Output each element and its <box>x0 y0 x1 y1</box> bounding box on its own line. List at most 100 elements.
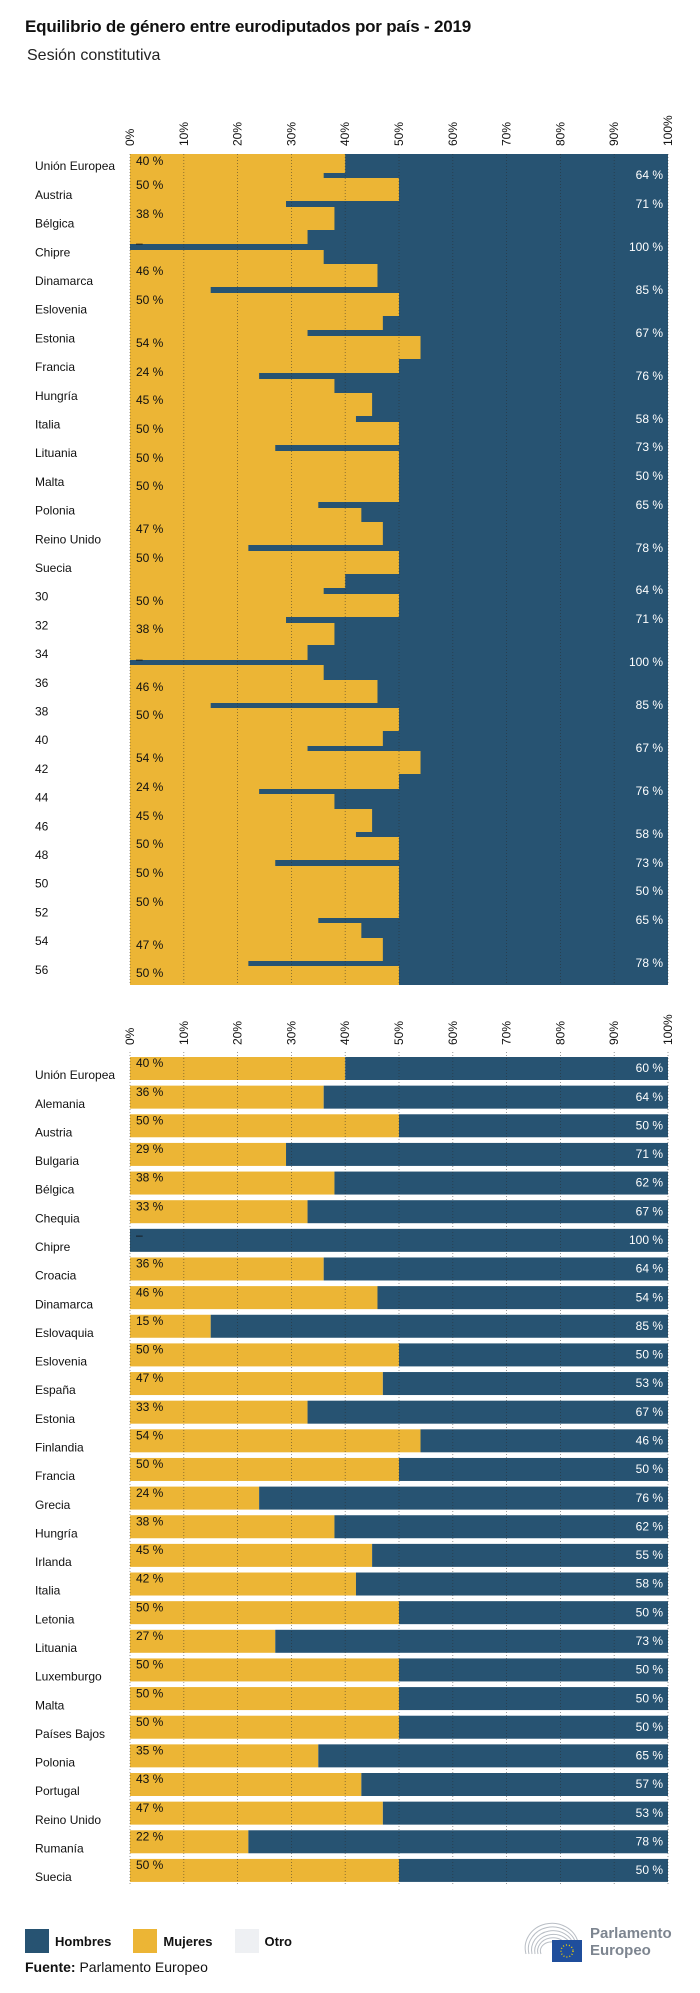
women-bar-segment <box>130 502 319 508</box>
men-bar <box>399 1687 668 1711</box>
women-bar <box>130 1429 421 1453</box>
men-value-label: 62 % <box>636 1519 664 1533</box>
men-bar <box>399 1114 668 1138</box>
women-bar-segment <box>130 731 383 746</box>
category-label: Suecia <box>35 561 72 575</box>
category-label: Italia <box>35 1584 61 1598</box>
women-bar-segment <box>130 918 319 923</box>
women-bar-segment <box>130 789 260 794</box>
legend-swatch-otro <box>234 1929 259 1953</box>
men-bar <box>355 1572 668 1596</box>
men-value-label: 71 % <box>636 612 664 626</box>
women-bar <box>130 1171 335 1195</box>
women-bar-segment <box>130 551 399 574</box>
men-value-label: 71 % <box>636 1147 664 1161</box>
women-bar-segment <box>130 774 399 789</box>
women-bar-segment <box>130 809 373 832</box>
women-value-label: 50 % <box>136 1457 164 1471</box>
men-value-label: 78 % <box>636 1834 664 1848</box>
women-value-label: – <box>136 236 143 250</box>
women-value-label: 45 % <box>136 809 164 823</box>
women-value-label: 54 % <box>136 1428 164 1442</box>
category-label: Malta <box>35 1698 65 1712</box>
women-bar <box>130 1773 362 1796</box>
hemicycle-eu-flag-icon <box>524 1922 582 1962</box>
axis-tick-label: 30% <box>284 122 298 146</box>
women-value-label: 50 % <box>136 895 164 909</box>
men-value-label: 85 % <box>636 283 664 297</box>
category-label: Bélgica <box>35 1183 75 1197</box>
men-value-label: 50 % <box>636 1691 664 1705</box>
women-bar-segment <box>130 316 383 330</box>
women-value-label: – <box>136 652 143 666</box>
women-value-label: 54 % <box>136 336 164 350</box>
women-bar-segment <box>130 832 356 837</box>
men-bar <box>399 1457 668 1481</box>
women-bar <box>130 1085 324 1109</box>
category-label: 38 <box>35 704 49 718</box>
women-bar <box>130 1687 399 1711</box>
category-label: 48 <box>35 848 49 862</box>
category-label: Estonia <box>35 331 75 345</box>
men-bar <box>399 1658 668 1682</box>
category-label: Eslovaquia <box>35 1326 94 1340</box>
category-label: Bulgaria <box>35 1154 79 1168</box>
category-label: Austria <box>35 1125 73 1139</box>
men-value-label: 85 % <box>636 698 664 712</box>
women-value-label: 50 % <box>136 1343 164 1357</box>
women-value-label: 50 % <box>136 866 164 880</box>
women-value-label: 29 % <box>136 1142 164 1156</box>
women-value-label: 35 % <box>136 1744 164 1758</box>
category-label: 56 <box>35 963 49 977</box>
women-bar-segment <box>130 336 421 359</box>
women-bar <box>130 1515 335 1539</box>
logo-text: Parlamento Europeo <box>590 1925 672 1959</box>
category-label: Malta <box>35 475 65 489</box>
legend: Hombres Mujeres Otro <box>25 1929 314 1953</box>
category-label: Lituania <box>35 446 77 460</box>
women-bar-segment <box>130 379 335 393</box>
men-bar <box>318 1744 668 1768</box>
women-value-label: 47 % <box>136 938 164 952</box>
source-text: Parlamento Europeo <box>79 1959 208 1975</box>
women-bar <box>130 1257 324 1281</box>
women-value-label: 46 % <box>136 680 164 694</box>
category-label: Unión Europea <box>35 1068 115 1082</box>
men-bar <box>334 1515 668 1539</box>
men-value-label: 65 % <box>636 913 664 927</box>
women-bar-segment <box>130 623 335 645</box>
category-label: Letonia <box>35 1612 75 1626</box>
women-bar <box>130 1114 399 1138</box>
category-label: Países Bajos <box>35 1727 105 1741</box>
men-value-label: 65 % <box>636 498 664 512</box>
category-label: Suecia <box>35 1870 72 1884</box>
men-value-label: 76 % <box>636 784 664 798</box>
men-value-label: 50 % <box>636 1663 664 1677</box>
category-label: 52 <box>35 905 49 919</box>
women-bar-segment <box>130 746 308 751</box>
category-label: España <box>35 1383 76 1397</box>
men-value-label: 54 % <box>636 1290 664 1304</box>
men-value-label: 64 % <box>636 583 664 597</box>
women-value-label: 38 % <box>136 1514 164 1528</box>
women-bar-segment <box>130 264 378 287</box>
women-bar <box>130 1372 383 1396</box>
axis-tick-label: 20% <box>231 1021 245 1045</box>
category-label: Austria <box>35 188 73 202</box>
category-label: 42 <box>35 762 49 776</box>
women-value-label: 50 % <box>136 1858 164 1872</box>
women-bar-segment <box>130 173 324 178</box>
men-bar <box>372 1543 668 1567</box>
women-value-label: 50 % <box>136 1686 164 1700</box>
parlamento-europeo-logo: Parlamento Europeo <box>522 1920 672 1964</box>
axis-tick-label: 50% <box>392 1021 406 1045</box>
women-bar-segment <box>130 966 399 985</box>
women-bar <box>130 1629 276 1653</box>
women-bar-segment <box>130 445 276 451</box>
chart-subtitle: Sesión constitutiva <box>27 47 161 64</box>
women-value-label: 50 % <box>136 1715 164 1729</box>
men-value-label: 50 % <box>636 1348 664 1362</box>
women-bar-segment <box>130 373 260 379</box>
men-value-label: 64 % <box>636 168 664 182</box>
